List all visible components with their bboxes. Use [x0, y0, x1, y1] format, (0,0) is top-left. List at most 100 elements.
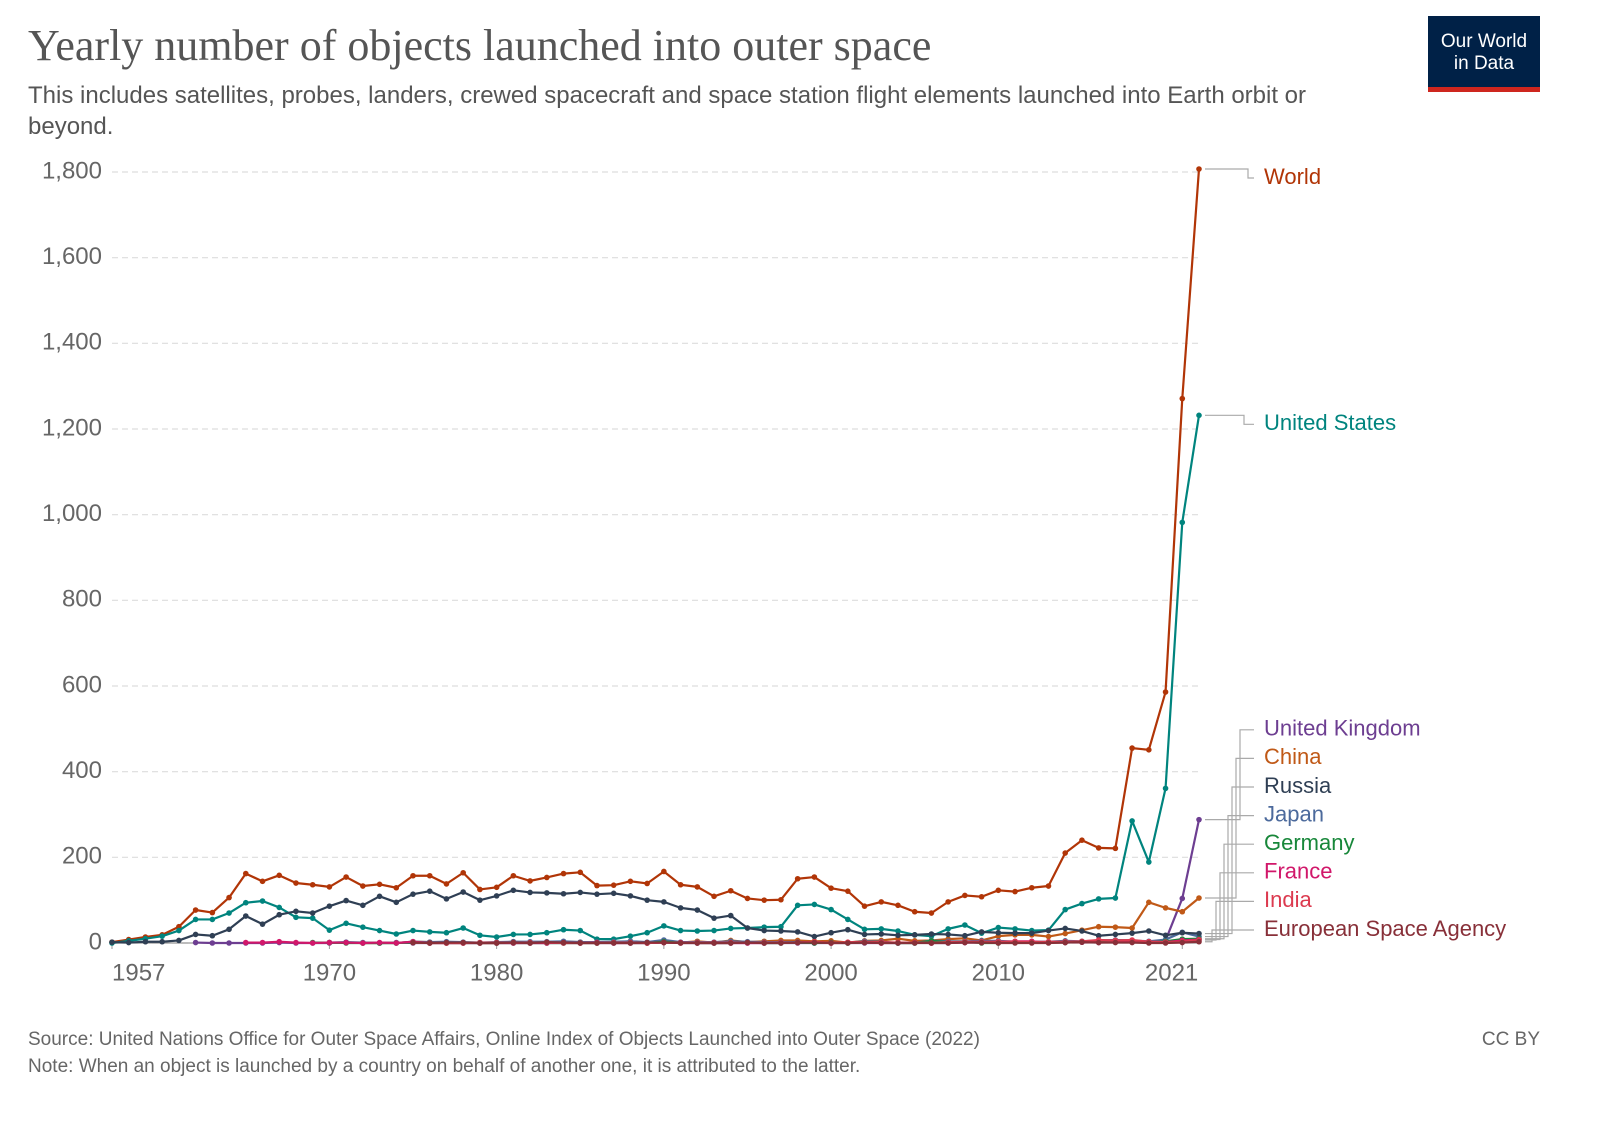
data-point	[477, 940, 483, 946]
data-point	[610, 890, 617, 897]
data-point	[594, 940, 600, 946]
y-tick-label: 1,600	[42, 243, 102, 270]
data-point	[861, 931, 868, 938]
data-point	[242, 899, 249, 906]
data-point	[1179, 395, 1186, 402]
data-point	[360, 883, 366, 889]
data-point	[928, 910, 935, 916]
data-point	[627, 893, 634, 899]
data-point	[1079, 939, 1085, 945]
data-point	[343, 939, 349, 946]
data-point	[326, 903, 333, 909]
data-point	[460, 889, 466, 895]
data-point	[978, 893, 985, 900]
data-point	[560, 926, 567, 933]
series-label: China	[1264, 744, 1322, 769]
series-label: India	[1264, 887, 1312, 912]
data-point	[242, 870, 249, 877]
data-point	[544, 874, 550, 881]
data-point	[577, 889, 584, 896]
data-point	[1028, 930, 1035, 936]
data-point	[744, 895, 751, 902]
data-point	[744, 939, 751, 946]
data-point	[677, 940, 684, 946]
data-point	[928, 940, 935, 946]
data-point	[694, 907, 701, 913]
data-point	[527, 889, 533, 896]
data-point	[895, 940, 901, 946]
data-point	[878, 899, 885, 905]
data-point	[644, 939, 650, 946]
data-point	[209, 909, 216, 916]
data-point	[393, 884, 400, 891]
data-point	[928, 931, 935, 937]
data-point	[794, 902, 801, 909]
data-point	[828, 940, 834, 946]
data-point	[1112, 845, 1119, 852]
data-point	[209, 940, 216, 946]
data-point	[142, 938, 149, 945]
data-point	[962, 892, 968, 899]
data-point	[209, 916, 216, 923]
y-tick-label: 0	[89, 928, 102, 955]
y-tick-label: 1,000	[42, 500, 102, 527]
data-point	[376, 939, 383, 946]
data-point	[911, 940, 918, 946]
data-point	[1179, 939, 1186, 946]
data-point	[644, 880, 650, 887]
data-point	[845, 926, 851, 933]
data-point	[1095, 896, 1102, 902]
data-point	[510, 887, 517, 894]
data-point	[1179, 929, 1186, 936]
data-point	[1129, 745, 1135, 751]
data-point	[1012, 940, 1018, 946]
data-point	[1045, 927, 1052, 934]
license[interactable]: CC BY	[1481, 1029, 1540, 1050]
data-point	[1162, 689, 1169, 695]
data-point	[1095, 939, 1102, 946]
data-point	[995, 929, 1002, 936]
data-point	[1162, 905, 1169, 911]
label-connector	[1205, 786, 1254, 935]
data-point	[594, 891, 600, 897]
data-point	[176, 937, 182, 944]
data-point	[493, 893, 500, 899]
data-point	[1045, 883, 1052, 889]
data-point	[477, 886, 483, 893]
logo-line: Our World	[1440, 31, 1528, 52]
data-point	[393, 940, 400, 946]
data-point	[360, 924, 366, 930]
data-point	[1062, 850, 1069, 856]
data-point	[376, 927, 383, 934]
series-label: World	[1264, 164, 1321, 189]
data-point	[209, 932, 216, 939]
data-point	[778, 923, 784, 930]
y-tick-label: 800	[62, 586, 102, 613]
data-point	[293, 939, 299, 946]
data-point	[276, 911, 283, 918]
data-point	[995, 940, 1002, 946]
data-point	[226, 910, 232, 916]
data-point	[226, 894, 232, 901]
data-point	[1012, 930, 1018, 936]
data-point	[845, 916, 851, 923]
data-point	[778, 940, 784, 946]
data-point	[1196, 412, 1202, 419]
data-point	[226, 940, 232, 946]
data-point	[1162, 932, 1169, 939]
data-point	[1062, 906, 1069, 913]
y-tick-label: 400	[62, 757, 102, 784]
data-point	[761, 940, 767, 946]
data-point	[410, 872, 416, 879]
data-point	[309, 910, 316, 916]
series-label: Russia	[1264, 773, 1332, 798]
data-point	[1129, 930, 1135, 936]
logo[interactable]: Our World in Data	[1428, 16, 1540, 92]
data-point	[343, 874, 349, 880]
data-point	[276, 872, 283, 879]
data-point	[393, 931, 400, 937]
data-point	[376, 881, 383, 888]
data-point	[360, 940, 366, 946]
data-point	[661, 939, 667, 946]
data-point	[610, 882, 617, 888]
